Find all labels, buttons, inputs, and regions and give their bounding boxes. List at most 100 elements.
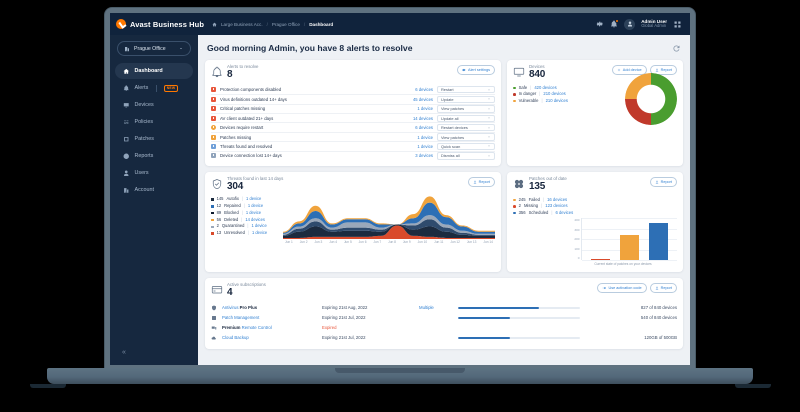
home-icon[interactable]: [212, 22, 217, 27]
alert-row[interactable]: Devices require restart 6 devices Restar…: [211, 122, 495, 132]
subscription-row[interactable]: Patch Management Expiring 21st Jul, 2022…: [211, 313, 677, 323]
sidebar-item-dashboard[interactable]: Dashboard: [115, 63, 193, 79]
legend-devices[interactable]: 1 device: [246, 195, 262, 201]
add-device-button[interactable]: Add device: [611, 65, 647, 75]
subscription-multiple-link[interactable]: Multiple: [419, 305, 434, 311]
legend-value[interactable]: 210 devices: [543, 91, 566, 97]
alert-device-count[interactable]: 14 devices: [412, 115, 433, 121]
alert-action-select[interactable]: Restart devices: [437, 123, 495, 132]
alert-row[interactable]: AV client outdated 21+ days 14 devices U…: [211, 113, 495, 123]
legend-item: 145 Autofix | 1 device: [211, 196, 283, 203]
legend-count: 2: [518, 203, 521, 209]
subscription-row[interactable]: Premium Remote Control Expired: [211, 323, 677, 333]
alert-row[interactable]: Protection components disabled 6 devices…: [211, 85, 495, 94]
sidebar-item-patches[interactable]: Patches: [115, 131, 193, 147]
legend-devices[interactable]: 1 device: [247, 202, 264, 208]
alert-row[interactable]: Critical patches missing 1 device View p…: [211, 103, 495, 113]
legend-value[interactable]: 420 devices: [534, 84, 557, 90]
alert-action-select[interactable]: Restart: [437, 85, 495, 94]
alert-row[interactable]: Threats found and resolved 1 device Quic…: [211, 141, 495, 151]
patch-icon: [124, 136, 129, 142]
alert-device-count[interactable]: 6 devices: [415, 87, 433, 93]
chevron-down-icon: [488, 99, 490, 100]
cloud-backup-icon: [211, 336, 216, 340]
laptop-lid: Avast Business Hub Large Business Acc. /…: [105, 8, 695, 378]
subscriptions-card: Active subscriptions 4 Use activation co…: [205, 277, 683, 349]
sidebar-item-account[interactable]: Account: [115, 182, 193, 198]
user-info[interactable]: Admin User Global Admin: [641, 19, 667, 29]
alert-settings-button[interactable]: Alert settings: [457, 65, 495, 75]
alert-action-select[interactable]: Dismiss all: [437, 152, 495, 160]
subscription-expiry: Expiring 21st Jul, 2022: [322, 315, 366, 321]
alert-row[interactable]: Device connection lost 14+ days 3 device…: [211, 150, 495, 160]
subscription-row[interactable]: Antivirus Pro Plus Expiring 21st Aug, 20…: [211, 303, 677, 313]
office-selector[interactable]: Prague Office: [117, 41, 191, 56]
legend-devices[interactable]: 14 devices: [245, 216, 265, 222]
alert-action-select[interactable]: Update: [437, 95, 495, 104]
sidebar-item-alerts[interactable]: Alerts NEW: [115, 80, 193, 96]
legend-devices[interactable]: 123 devices: [545, 203, 568, 209]
alert-row[interactable]: Virus definitions outdated 14+ days 45 d…: [211, 94, 495, 104]
alert-action-select[interactable]: View patches: [437, 105, 495, 113]
patches-report-button[interactable]: Report: [649, 177, 677, 188]
bar-failed[interactable]: [619, 234, 640, 261]
subscription-name[interactable]: Premium Remote Control: [222, 325, 272, 331]
top-bar: Avast Business Hub Large Business Acc. /…: [110, 13, 690, 35]
legend-value[interactable]: 210 devices: [545, 97, 568, 103]
alert-row[interactable]: Patches missing 1 device View patches: [211, 131, 495, 141]
sidebar-item-policies[interactable]: Policies: [115, 114, 193, 130]
breadcrumb-item-account[interactable]: Large Business Acc.: [221, 21, 263, 27]
avatar[interactable]: [624, 18, 636, 30]
sidebar-collapse-button[interactable]: «: [122, 349, 126, 356]
gear-icon[interactable]: [596, 20, 604, 28]
x-tick-label: Jun 2: [299, 239, 308, 244]
subscription-row[interactable]: Cloud Backup Expiring 21st Jul, 2022 120…: [211, 333, 677, 343]
threats-chart-svg: [283, 196, 495, 239]
devices-card-title: Devices: [529, 64, 545, 69]
alert-settings-label: Alert settings: [468, 68, 490, 72]
bar-missing[interactable]: [590, 259, 611, 261]
chevron-down-icon: [488, 146, 490, 147]
alert-device-count[interactable]: 1 device: [417, 134, 433, 140]
bar-scheduled[interactable]: [648, 223, 669, 261]
home-icon: [123, 68, 129, 74]
threats-report-button[interactable]: Report: [467, 177, 495, 188]
subscription-name[interactable]: Patch Management: [222, 315, 260, 321]
legend-devices[interactable]: 16 devices: [547, 196, 568, 202]
sidebar-item-devices[interactable]: Devices: [115, 97, 193, 113]
alert-action-select[interactable]: Update all: [437, 114, 495, 123]
breadcrumb-item-office[interactable]: Prague Office: [271, 21, 300, 27]
notifications-bell[interactable]: [610, 19, 620, 28]
alert-device-count[interactable]: 45 devices: [412, 96, 433, 102]
alert-action-select[interactable]: View patches: [437, 133, 495, 141]
legend-swatch: [211, 198, 214, 201]
subscriptions-list: Antivirus Pro Plus Expiring 21st Aug, 20…: [211, 303, 677, 343]
legend-separator: |: [247, 223, 249, 229]
x-tick-label: Jun 3: [314, 239, 323, 244]
devices-report-button[interactable]: Report: [649, 65, 677, 75]
brand[interactable]: Avast Business Hub: [116, 19, 204, 29]
legend-item: 2 Quarantined | 1 device: [211, 223, 283, 230]
subscription-name[interactable]: Cloud Backup: [222, 335, 249, 341]
subscription-usage: 120GB of 500GB: [644, 335, 677, 341]
legend-devices[interactable]: 1 device: [245, 209, 262, 215]
sidebar-item-users[interactable]: Users: [115, 165, 193, 181]
patches-chart-caption: Current state of patches on your devices: [594, 261, 652, 266]
legend-label: Vulnerable: [518, 97, 539, 103]
refresh-icon[interactable]: [672, 44, 681, 53]
bar-plot: 400 300 200 100 0: [569, 218, 677, 261]
subscription-name[interactable]: Antivirus Pro Plus: [222, 305, 258, 311]
alert-device-count[interactable]: 1 device: [417, 106, 433, 112]
legend-devices[interactable]: 1 device: [251, 223, 267, 229]
legend-devices[interactable]: 6 devices: [555, 209, 574, 215]
sidebar-item-reports[interactable]: Reports: [115, 148, 193, 164]
legend-devices[interactable]: 1 device: [251, 230, 268, 236]
alert-device-count[interactable]: 6 devices: [415, 125, 433, 131]
alert-action-select[interactable]: Quick scan: [437, 142, 495, 151]
legend-label: Autofix: [226, 195, 239, 201]
apps-grid-icon[interactable]: [673, 20, 682, 29]
alert-device-count[interactable]: 1 device: [417, 143, 433, 149]
alert-device-count[interactable]: 3 devices: [415, 153, 433, 159]
use-activation-code-button[interactable]: Use activation code: [597, 282, 647, 293]
subscriptions-report-button[interactable]: Report: [649, 282, 677, 293]
